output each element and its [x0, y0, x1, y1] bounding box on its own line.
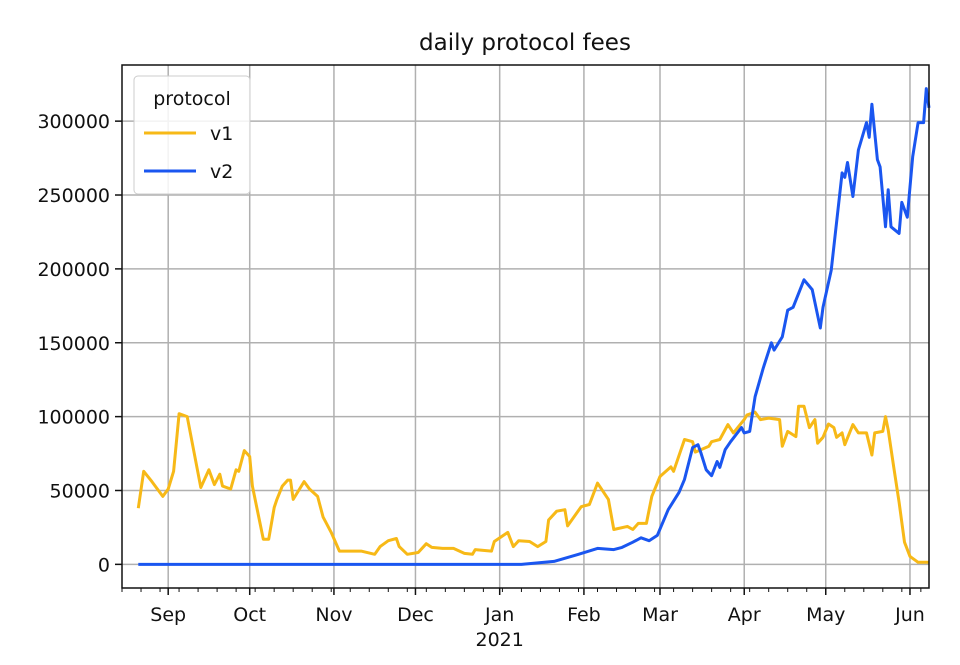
- x-tick-label: Oct: [233, 604, 266, 626]
- x-tick-sublabel: 2021: [476, 629, 524, 651]
- x-tick-label: Sep: [150, 604, 186, 626]
- legend-title: protocol: [153, 88, 231, 110]
- x-tick-label: Feb: [567, 604, 601, 626]
- legend-label-v2: v2: [210, 161, 233, 183]
- legend-box: [133, 75, 251, 195]
- series-line-v2: [138, 87, 931, 566]
- y-tick-label: 0: [98, 554, 110, 576]
- x-tick-label: Dec: [397, 604, 434, 626]
- x-tick-label: Nov: [315, 604, 352, 626]
- x-tick-label: Jun: [894, 604, 925, 626]
- x-tick-label: Apr: [728, 604, 761, 626]
- x-tick-label: Jan: [484, 604, 514, 626]
- legend-label-v1: v1: [210, 123, 233, 145]
- series-line-v1: [136, 404, 929, 564]
- legend: protocol v1 v2: [133, 75, 251, 195]
- x-axis: Sep Oct Nov Dec Jan 2021 Feb Mar Apr May Jun: [121, 588, 925, 651]
- y-axis: 0 50000 100000 150000 200000 250000 300000: [37, 111, 122, 576]
- series-lines: [136, 87, 931, 566]
- plot-frame: [121, 64, 930, 589]
- y-tick-label: 50000: [50, 480, 110, 502]
- x-tick-label: May: [806, 604, 845, 626]
- y-tick-label: 200000: [37, 259, 110, 281]
- chart-title: daily protocol fees: [419, 30, 631, 56]
- y-tick-label: 100000: [37, 407, 110, 429]
- y-tick-label: 300000: [37, 111, 110, 133]
- y-tick-label: 250000: [37, 185, 110, 207]
- x-tick-label: Mar: [642, 604, 678, 626]
- y-tick-label: 150000: [37, 333, 110, 355]
